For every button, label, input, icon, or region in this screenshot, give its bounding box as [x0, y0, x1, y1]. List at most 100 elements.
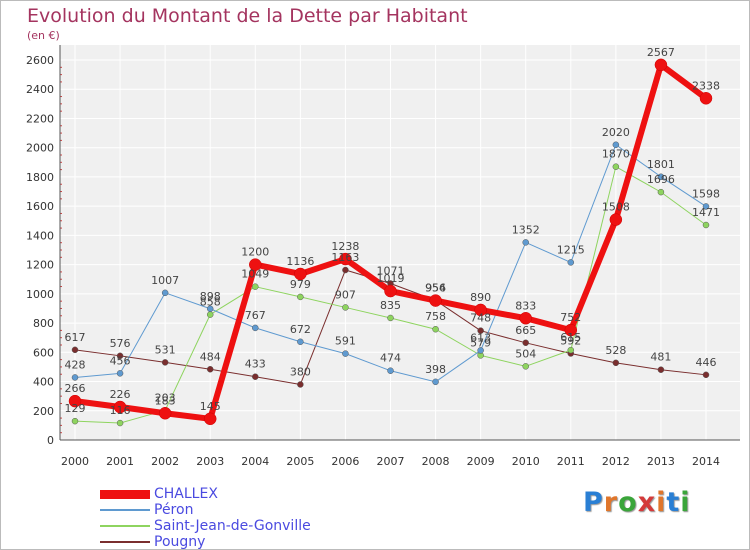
legend-item: CHALLEX [100, 486, 400, 502]
data-label-saint-jean-de-gonville: 116 [110, 404, 131, 417]
data-label-pougny: 481 [650, 351, 671, 364]
legend-label: Péron [154, 502, 194, 518]
data-label-saint-jean-de-gonville: 1870 [602, 148, 630, 161]
data-label-saint-jean-de-gonville: 129 [65, 402, 86, 415]
data-label-pougny: 1071 [377, 264, 405, 277]
legend-item: Péron [100, 502, 400, 518]
data-label-pougny: 433 [245, 358, 266, 371]
legend-swatch [100, 509, 150, 511]
data-label-saint-jean-de-gonville: 758 [425, 310, 446, 323]
y-tick-label: 0 [47, 434, 54, 447]
data-point-pougny [342, 266, 349, 274]
legend-item: Pougny [100, 534, 400, 550]
data-label-challex: 954 [425, 282, 446, 295]
data-point-saint-jean-de-gonville [387, 314, 394, 322]
data-point-peron [702, 203, 710, 210]
legend-swatch [100, 541, 150, 543]
y-tick-label: 2600 [26, 54, 54, 67]
data-label-peron: 474 [380, 352, 401, 365]
data-point-peron [71, 374, 79, 381]
data-label-peron: 1215 [557, 243, 585, 256]
x-tick-label: 2013 [647, 455, 675, 468]
data-label-peron: 1352 [512, 223, 540, 236]
data-point-peron [567, 259, 575, 266]
data-label-peron: 1801 [647, 158, 675, 171]
chart-legend: CHALLEX Péron Saint-Jean-de-Gonville Pougny [100, 486, 400, 550]
x-tick-label: 2007 [377, 455, 405, 468]
data-point-peron [342, 350, 349, 357]
y-tick-label: 2200 [26, 112, 54, 125]
data-label-saint-jean-de-gonville: 615 [560, 331, 581, 344]
data-label-pougny: 956 [425, 281, 446, 294]
data-point-challex [384, 284, 397, 298]
data-label-saint-jean-de-gonville: 203 [155, 391, 176, 404]
data-point-challex [158, 407, 172, 420]
data-point-saint-jean-de-gonville [612, 163, 620, 170]
data-label-challex: 266 [65, 382, 86, 395]
data-point-challex [474, 303, 487, 317]
legend-label: Saint-Jean-de-Gonville [154, 518, 311, 534]
data-point-pougny [71, 346, 79, 354]
data-label-challex: 1238 [331, 240, 359, 253]
data-label-saint-jean-de-gonville: 1696 [647, 173, 675, 186]
data-label-peron: 591 [335, 335, 356, 348]
data-point-pougny [116, 352, 124, 360]
data-point-pougny [161, 359, 169, 366]
x-tick-label: 2011 [557, 455, 585, 468]
data-point-challex [339, 252, 352, 266]
data-label-pougny: 531 [155, 343, 176, 356]
data-label-peron: 1007 [151, 274, 179, 287]
data-point-pougny [702, 371, 710, 379]
y-tick-label: 2000 [26, 142, 54, 155]
x-tick-label: 2012 [602, 455, 630, 468]
data-label-peron: 613 [470, 331, 491, 344]
data-label-challex: 1019 [377, 272, 405, 285]
data-point-pougny [612, 359, 620, 367]
x-tick-label: 2000 [61, 455, 89, 468]
data-point-challex [203, 412, 217, 426]
x-tick-label: 2010 [512, 455, 540, 468]
data-label-pougny: 446 [696, 356, 717, 369]
y-tick-label: 200 [33, 405, 54, 418]
y-tick-label: 1600 [26, 200, 54, 213]
data-point-saint-jean-de-gonville [432, 325, 439, 333]
data-label-pougny: 617 [65, 331, 86, 344]
data-point-challex [113, 400, 127, 414]
data-point-peron [432, 378, 439, 386]
data-point-saint-jean-de-gonville [71, 417, 79, 425]
data-label-pougny: 665 [515, 324, 536, 337]
data-point-peron [477, 347, 484, 354]
data-point-peron [657, 173, 665, 181]
legend-label: CHALLEX [154, 486, 218, 502]
data-point-saint-jean-de-gonville [252, 283, 259, 290]
data-point-saint-jean-de-gonville [206, 311, 214, 318]
data-label-peron: 1598 [692, 187, 720, 200]
data-point-peron [522, 239, 529, 246]
legend-swatch [100, 525, 150, 527]
data-point-pougny [477, 327, 484, 334]
data-label-saint-jean-de-gonville: 835 [380, 299, 401, 312]
data-point-peron [116, 370, 124, 377]
data-point-challex [519, 312, 532, 325]
data-label-pougny: 380 [290, 365, 311, 378]
x-tick-label: 2001 [106, 455, 134, 468]
data-point-challex [654, 58, 668, 72]
data-label-challex: 1136 [286, 255, 314, 268]
x-tick-label: 2006 [331, 455, 359, 468]
data-point-challex [564, 323, 578, 337]
data-label-peron: 898 [200, 290, 221, 303]
data-point-peron [252, 324, 259, 332]
data-label-saint-jean-de-gonville: 858 [200, 296, 221, 309]
y-tick-label: 800 [33, 317, 54, 330]
data-point-saint-jean-de-gonville [342, 304, 349, 311]
proxiti-logo: Proxiti [583, 487, 691, 518]
legend-swatch [100, 490, 150, 499]
x-tick-label: 2002 [151, 455, 179, 468]
data-point-peron [297, 338, 304, 346]
data-label-saint-jean-de-gonville: 1471 [692, 206, 720, 219]
data-label-peron: 456 [110, 354, 131, 367]
plot-area [60, 45, 740, 440]
data-point-saint-jean-de-gonville [657, 188, 665, 196]
x-tick-label: 2008 [422, 455, 450, 468]
data-point-saint-jean-de-gonville [522, 363, 529, 370]
